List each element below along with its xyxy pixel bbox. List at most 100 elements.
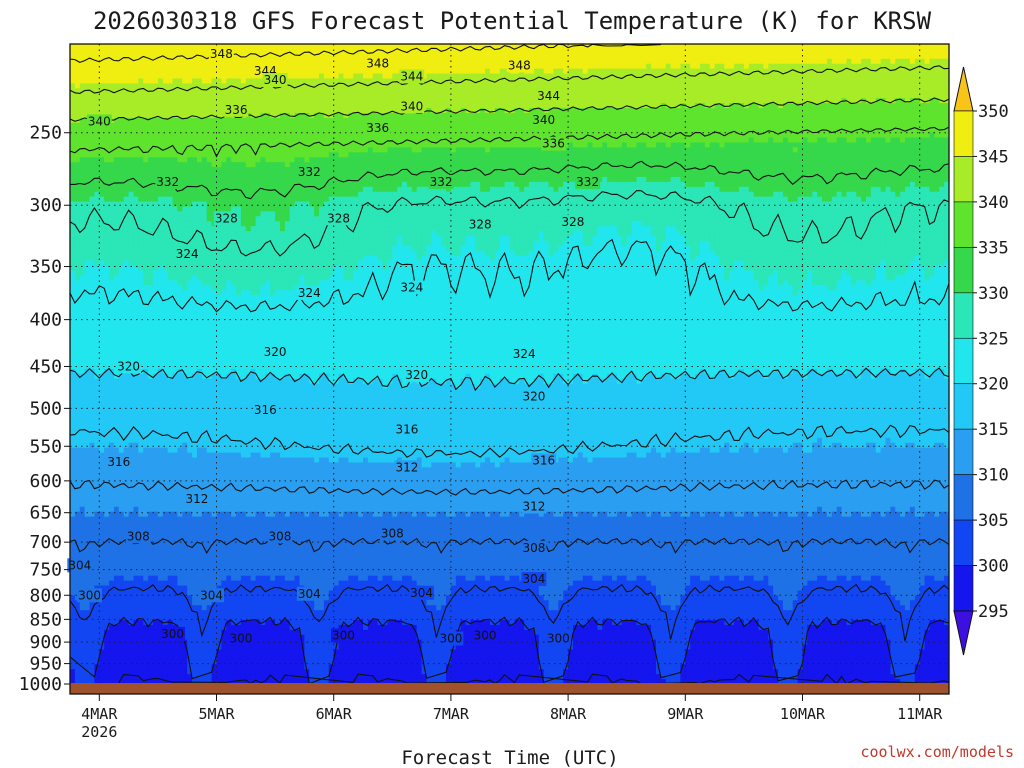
band-cell [240,290,247,296]
band-cell [118,319,125,326]
band-cell [74,674,81,680]
band-cell [231,176,237,183]
band-cell [133,304,139,311]
band-cell [148,260,154,267]
band-cell [250,368,257,375]
band-cell [143,546,149,552]
band-cell [79,359,86,365]
band-cell [192,211,198,217]
band-cell [177,610,183,616]
band-cell [201,270,208,276]
band-cell [245,556,252,562]
band-cell [226,231,232,237]
band-cell [162,245,169,252]
band-cell [196,654,203,660]
band-cell [70,590,76,596]
band-cell [99,457,105,464]
band-cell [236,68,242,75]
band-cell [167,393,174,400]
band-cell [70,521,76,528]
band-cell [109,63,115,70]
band-cell [187,309,193,316]
band-cell [221,595,227,601]
band-cell [123,477,130,483]
band-cell [94,285,100,291]
band-cell [118,127,125,134]
band-cell [231,236,237,242]
band-cell [94,98,100,104]
band-cell [177,457,183,464]
band-cell [143,329,149,336]
band-cell [240,359,247,365]
band-cell [109,53,115,60]
band-cell [128,354,135,360]
band-cell [157,255,164,262]
band-cell [167,226,174,232]
band-cell [148,83,154,89]
band-cell [162,423,169,429]
band-cell [128,496,135,503]
band-cell [113,610,120,616]
band-cell [70,428,76,434]
band-cell [74,546,81,552]
band-cell [250,359,257,365]
band-cell [118,78,125,84]
band-cell [143,462,149,468]
band-cell [104,482,110,488]
band-cell [221,73,227,80]
band-cell [109,260,115,267]
band-cell [240,511,247,518]
band-cell [104,98,110,104]
band-cell [70,585,76,592]
band-cell [167,48,174,55]
band-cell [162,526,169,532]
band-cell [138,304,144,311]
band-cell [94,211,100,217]
band-cell [157,679,164,685]
band-cell [113,162,120,168]
band-cell [148,442,154,449]
band-cell [133,590,139,596]
band-cell [70,260,76,267]
band-cell [240,457,247,464]
band-cell [187,600,193,606]
band-cell [236,285,242,291]
band-cell [250,88,257,94]
band-cell [216,536,222,542]
band-cell [216,580,222,587]
band-cell [167,570,174,577]
band-cell [206,186,213,193]
band-cell [236,408,242,414]
band-cell [240,334,247,340]
band-cell [133,319,139,326]
band-cell [123,624,130,631]
band-cell [192,196,198,203]
band-cell [167,270,174,276]
band-cell [211,152,218,158]
band-cell [206,117,213,124]
band-cell [138,359,144,365]
band-cell [133,669,139,675]
band-cell [148,501,154,508]
band-cell [211,329,218,336]
band-cell [138,516,144,523]
band-cell [143,245,149,252]
band-cell [196,442,203,449]
band-cell [177,477,183,483]
band-cell [104,255,110,262]
band-cell [94,157,100,163]
band-cell [250,172,257,178]
band-cell [148,324,154,331]
band-cell [240,260,247,267]
band-cell [94,142,100,148]
band-cell [177,388,183,395]
band-cell [216,142,222,148]
band-cell [221,152,227,158]
band-cell [167,492,174,498]
band-cell [118,501,125,508]
band-cell [231,556,237,562]
band-cell [231,359,237,365]
band-cell [172,413,179,419]
band-cell [245,423,252,429]
band-cell [118,339,125,345]
